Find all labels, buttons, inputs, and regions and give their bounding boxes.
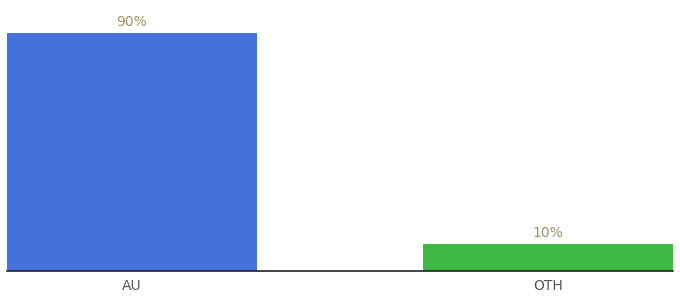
Text: 10%: 10% <box>533 226 564 240</box>
Bar <box>423 244 673 271</box>
Bar <box>7 33 257 271</box>
Text: 90%: 90% <box>116 15 147 29</box>
